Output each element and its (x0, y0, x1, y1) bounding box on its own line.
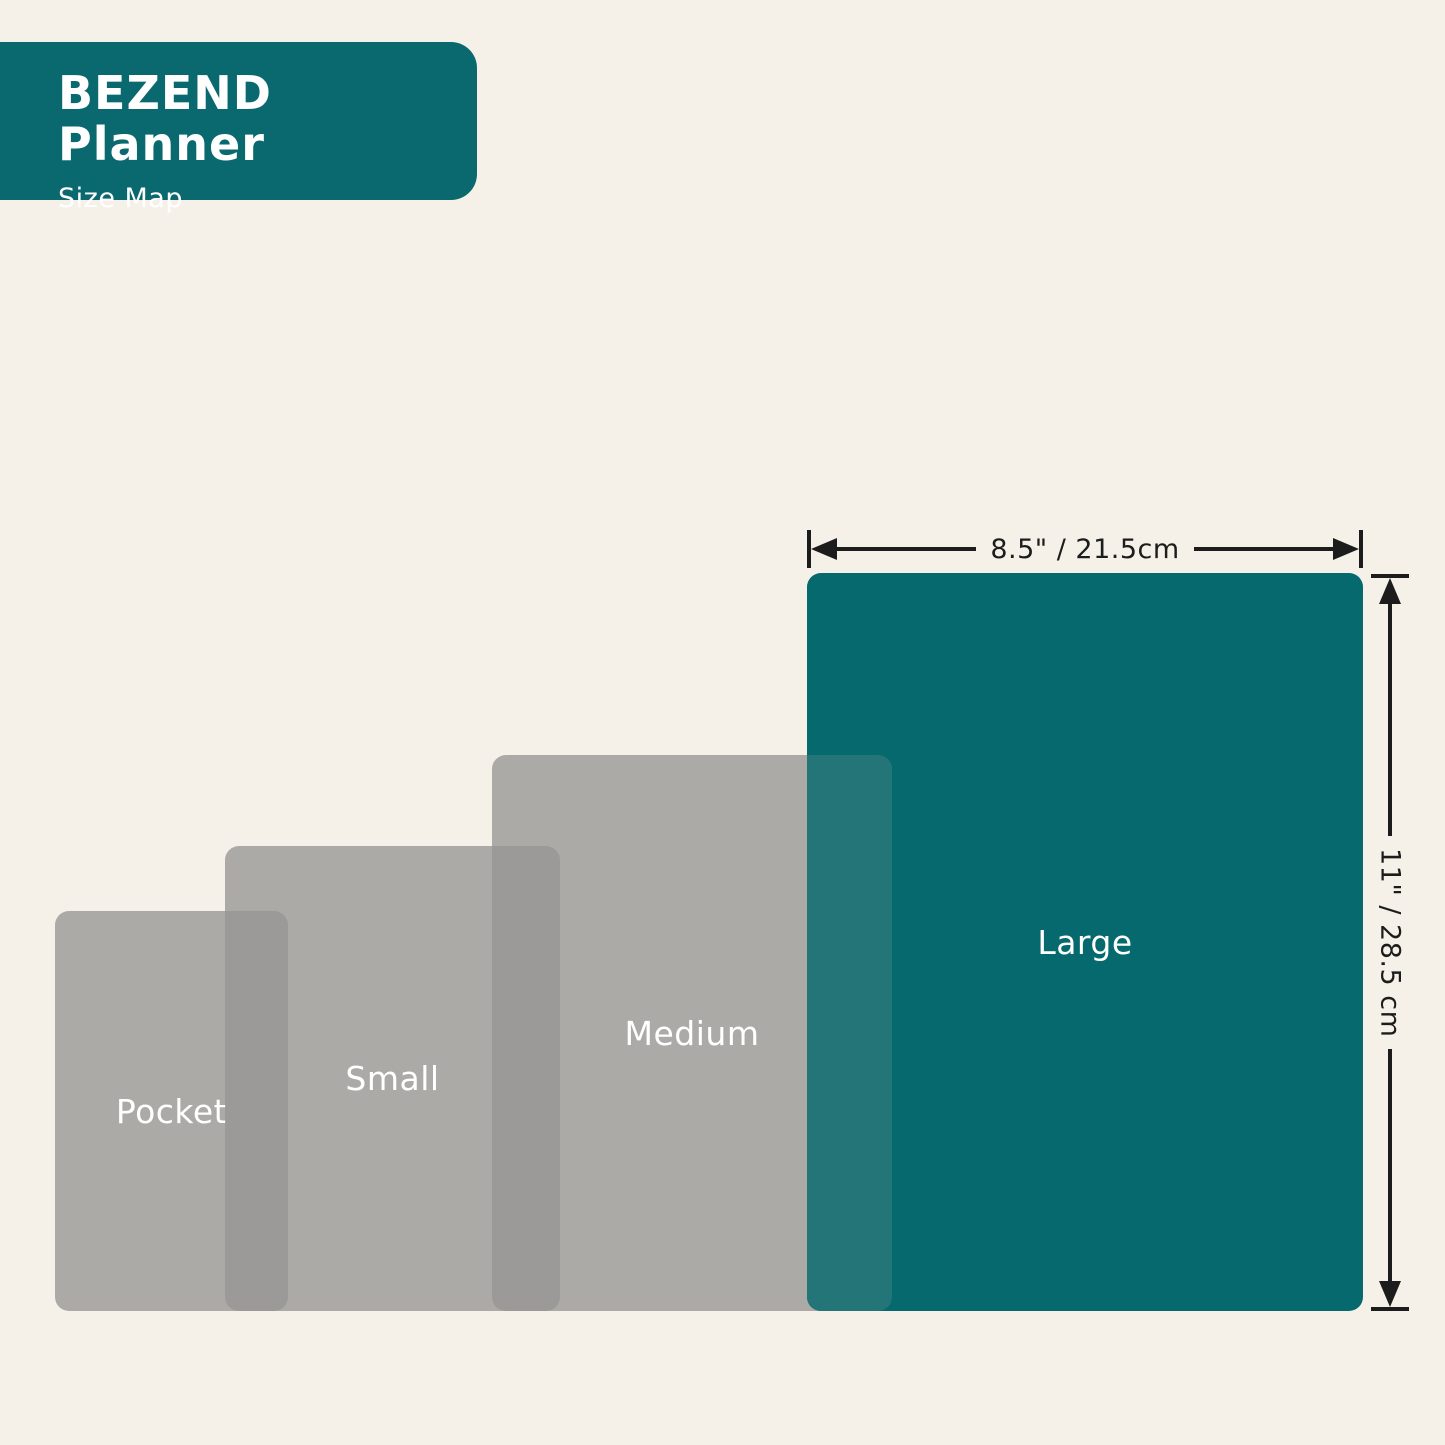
page-subtitle: Size Map (58, 183, 183, 215)
dimension-tick-right (1359, 530, 1364, 568)
brand-title: BEZEND Planner (58, 66, 272, 171)
size-label-large: Large (1037, 922, 1133, 962)
arrow-left-icon (811, 538, 837, 560)
height-dimension: 11" / 28.5 cm (1371, 574, 1409, 1312)
arrow-up-icon (1379, 578, 1401, 604)
medium-large-overlap-patch (807, 755, 892, 1311)
dimension-tick-left (807, 530, 811, 568)
dimension-tick-top (1371, 574, 1409, 578)
dimension-tick-bottom (1371, 1307, 1409, 1312)
size-label-pocket: Pocket (115, 1091, 228, 1131)
arrow-down-icon (1379, 1281, 1401, 1308)
dimension-line-segment (837, 547, 977, 551)
width-dimension: 8.5" / 21.5cm (807, 530, 1364, 568)
width-dimension-label: 8.5" / 21.5cm (990, 533, 1180, 565)
size-label-medium: Medium (624, 1013, 760, 1053)
size-label-small: Small (345, 1059, 440, 1098)
header-badge: BEZEND Planner Size Map (0, 42, 477, 214)
dimension-line-segment (1388, 604, 1392, 836)
dimension-line-segment (1388, 1049, 1392, 1282)
size-rect-large: Large (807, 573, 1363, 1311)
arrow-right-icon (1333, 538, 1360, 560)
height-dimension-label: 11" / 28.5 cm (1374, 847, 1406, 1038)
dimension-line-segment (1193, 547, 1334, 551)
